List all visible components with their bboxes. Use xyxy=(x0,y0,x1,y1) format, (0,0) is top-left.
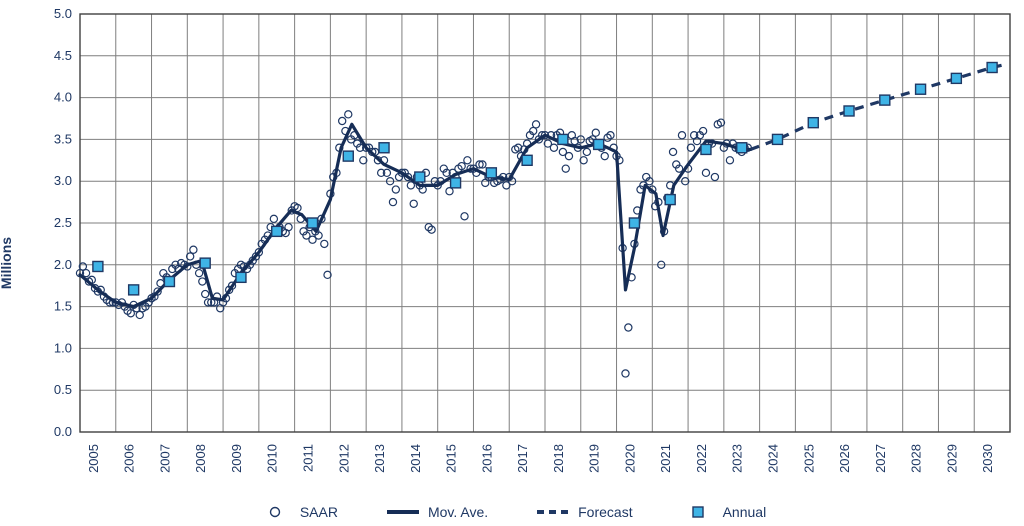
svg-text:4.5: 4.5 xyxy=(54,48,72,63)
svg-text:4.0: 4.0 xyxy=(54,90,72,105)
legend-saar-label: SAAR xyxy=(300,504,338,520)
svg-text:1.0: 1.0 xyxy=(54,340,72,355)
svg-text:2024: 2024 xyxy=(766,444,781,473)
legend-forecast: Forecast xyxy=(536,504,632,520)
svg-text:3.0: 3.0 xyxy=(54,173,72,188)
svg-text:2005: 2005 xyxy=(86,444,101,473)
svg-text:2012: 2012 xyxy=(336,444,351,473)
svg-text:2007: 2007 xyxy=(157,444,172,473)
svg-text:2009: 2009 xyxy=(229,444,244,473)
svg-text:2019: 2019 xyxy=(587,444,602,473)
svg-text:2025: 2025 xyxy=(801,444,816,473)
svg-text:2011: 2011 xyxy=(301,444,316,472)
legend-movave-label: Mov. Ave. xyxy=(428,504,488,520)
svg-text:2018: 2018 xyxy=(551,444,566,473)
svg-text:2022: 2022 xyxy=(694,444,709,473)
legend: SAAR Mov. Ave. Forecast Annual xyxy=(0,504,1024,520)
svg-text:2028: 2028 xyxy=(909,444,924,473)
svg-text:2027: 2027 xyxy=(873,444,888,473)
svg-text:2030: 2030 xyxy=(980,444,995,473)
svg-text:2015: 2015 xyxy=(444,444,459,473)
chart-svg: 0.0 0.5 1.0 1.5 2.0 2.5 3.0 3.5 4.0 4.5 5.0 2005 200… xyxy=(0,0,1024,526)
svg-text:2016: 2016 xyxy=(479,444,494,473)
chart-container: Millions 0.0 0.5 1.0 1.5 2.0 2.5 3.0 3.5 4.0 4.5 5… xyxy=(0,0,1024,526)
legend-saar: SAAR xyxy=(258,504,338,520)
legend-forecast-label: Forecast xyxy=(578,504,632,520)
svg-text:5.0: 5.0 xyxy=(54,6,72,21)
svg-text:3.5: 3.5 xyxy=(54,131,72,146)
svg-text:0.5: 0.5 xyxy=(54,382,72,397)
legend-annual-label: Annual xyxy=(723,504,767,520)
svg-text:2020: 2020 xyxy=(622,444,637,473)
svg-text:2006: 2006 xyxy=(122,444,137,473)
svg-text:2010: 2010 xyxy=(265,444,280,473)
svg-text:2.0: 2.0 xyxy=(54,257,72,272)
legend-movave: Mov. Ave. xyxy=(386,504,488,520)
svg-text:0.0: 0.0 xyxy=(54,424,72,439)
svg-text:2021: 2021 xyxy=(658,444,673,473)
legend-annual: Annual xyxy=(681,504,767,520)
svg-text:2014: 2014 xyxy=(408,444,423,473)
svg-text:2008: 2008 xyxy=(193,444,208,473)
svg-text:2023: 2023 xyxy=(730,444,745,473)
svg-text:2.5: 2.5 xyxy=(54,215,72,230)
svg-text:2026: 2026 xyxy=(837,444,852,473)
y-axis-label: Millions xyxy=(0,237,14,289)
svg-text:2029: 2029 xyxy=(944,444,959,473)
svg-text:2017: 2017 xyxy=(515,444,530,473)
svg-text:2013: 2013 xyxy=(372,444,387,473)
svg-text:1.5: 1.5 xyxy=(54,299,72,314)
